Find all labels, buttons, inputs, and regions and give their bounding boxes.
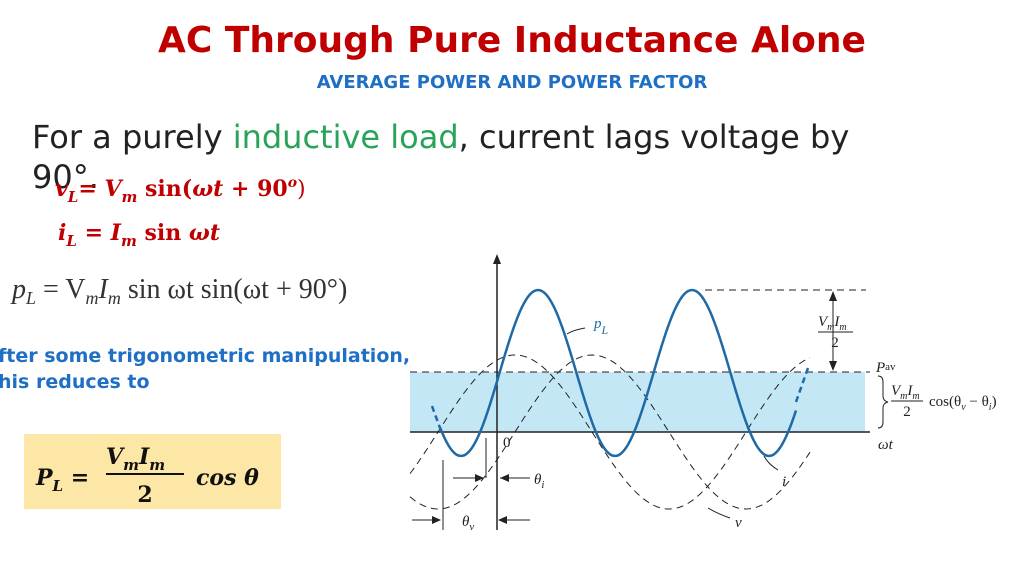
sub: L xyxy=(601,323,609,337)
title: AC Through Pure Inductance Alone xyxy=(158,20,866,61)
sym: P xyxy=(35,465,54,491)
sub: L xyxy=(67,188,79,206)
sub: m xyxy=(900,391,907,402)
sub: m xyxy=(123,456,139,474)
sub: m xyxy=(86,288,99,308)
sym: + 90 xyxy=(223,176,287,202)
equation: vL= Vm sin(ωt + 90o) xyxy=(55,175,306,206)
v-label: v xyxy=(735,515,742,531)
sub: m xyxy=(108,288,121,308)
power-tail xyxy=(430,405,442,429)
origin: 0 xyxy=(503,435,511,451)
theta-i: θi xyxy=(534,472,544,491)
intro-wrap: 90°. xyxy=(32,158,99,196)
intro: For a purely inductive load, current lag… xyxy=(32,118,849,156)
sym: i xyxy=(58,220,66,246)
text: For a purely xyxy=(32,118,233,156)
sym: = V xyxy=(36,274,86,305)
sub: v xyxy=(961,402,966,413)
numerator: VmIm xyxy=(106,444,165,474)
highlight: inductive load xyxy=(233,118,459,156)
sym: I xyxy=(98,274,110,305)
diagram: pL 0 ωt θi θv i v Pav VmIm 2 VmIm 2 cos(… xyxy=(409,254,997,533)
sym: V xyxy=(891,383,902,399)
sym: p xyxy=(593,316,602,332)
sym: I xyxy=(906,383,913,399)
sym: sin xyxy=(137,220,189,246)
sym: I xyxy=(110,220,122,246)
pl-label: pL xyxy=(593,316,609,337)
sym: ) xyxy=(992,394,997,410)
power-curve xyxy=(438,288,798,458)
sym: = xyxy=(77,220,111,246)
sym: sin ωt sin(ωt + 90°) xyxy=(121,274,347,305)
power-tail xyxy=(794,367,810,403)
note: his reduces to xyxy=(0,371,150,393)
sym: v xyxy=(55,176,68,202)
sub: m xyxy=(121,232,137,250)
power-equation: pL = VmIm sin ωt sin(ωt + 90°) xyxy=(10,274,347,308)
sub: m xyxy=(912,391,919,402)
brace xyxy=(877,375,889,429)
sup: o xyxy=(288,175,297,191)
leaders xyxy=(566,327,779,519)
result: PL = VmIm 2 cos θ xyxy=(35,444,259,508)
sub: L xyxy=(52,477,64,495)
sym: ) xyxy=(297,177,306,202)
sym: θ xyxy=(462,514,470,530)
sym: V xyxy=(104,176,123,202)
sym: ωt xyxy=(189,220,220,246)
sym: = xyxy=(78,176,104,202)
sym: θ xyxy=(534,472,542,488)
sym: sin( xyxy=(137,176,192,202)
sym: I xyxy=(138,444,150,470)
sub: i xyxy=(541,479,544,491)
text: , current lags voltage by xyxy=(459,118,850,156)
arrowheads xyxy=(432,474,509,524)
sub: m xyxy=(122,188,138,206)
sub: m xyxy=(839,322,846,333)
sub: m xyxy=(149,456,165,474)
lhs: PL = xyxy=(35,465,89,495)
avg-num: VmIm xyxy=(891,383,920,402)
axis-label: ωt xyxy=(878,437,894,453)
pav-label: Pav xyxy=(875,360,896,376)
sym: − θ xyxy=(966,394,989,410)
sym: P xyxy=(875,360,885,376)
sub: i xyxy=(989,402,992,413)
denominator: 2 xyxy=(137,482,152,508)
subtitle: AVERAGE POWER AND POWER FACTOR xyxy=(317,72,708,93)
peak-num: VmIm xyxy=(818,314,847,333)
current-curve xyxy=(409,354,811,510)
avg-cos: cos(θv − θi) xyxy=(929,394,997,413)
peak-den: 2 xyxy=(831,335,839,351)
sym: p xyxy=(10,274,26,305)
rhs: cos θ xyxy=(196,465,259,491)
sub: L xyxy=(65,232,77,250)
sub: m xyxy=(827,322,834,333)
sym: V xyxy=(106,444,125,470)
note: fter some trigonometric manipulation, xyxy=(0,345,410,367)
result-box xyxy=(24,434,281,509)
sub: L xyxy=(25,288,36,308)
theta-v: θv xyxy=(462,514,474,533)
sym: cos(θ xyxy=(929,394,961,410)
arrowhead xyxy=(493,254,501,264)
sym: ωt xyxy=(192,176,223,202)
sym: = xyxy=(63,465,89,491)
i-label: i xyxy=(782,474,786,490)
sym: I xyxy=(833,314,840,330)
equation: iL = Im sin ωt xyxy=(58,220,220,250)
sub: v xyxy=(469,521,474,533)
voltage-curve xyxy=(409,354,811,510)
sym: V xyxy=(818,314,829,330)
sub: av xyxy=(885,361,896,373)
avg-den: 2 xyxy=(903,404,911,420)
